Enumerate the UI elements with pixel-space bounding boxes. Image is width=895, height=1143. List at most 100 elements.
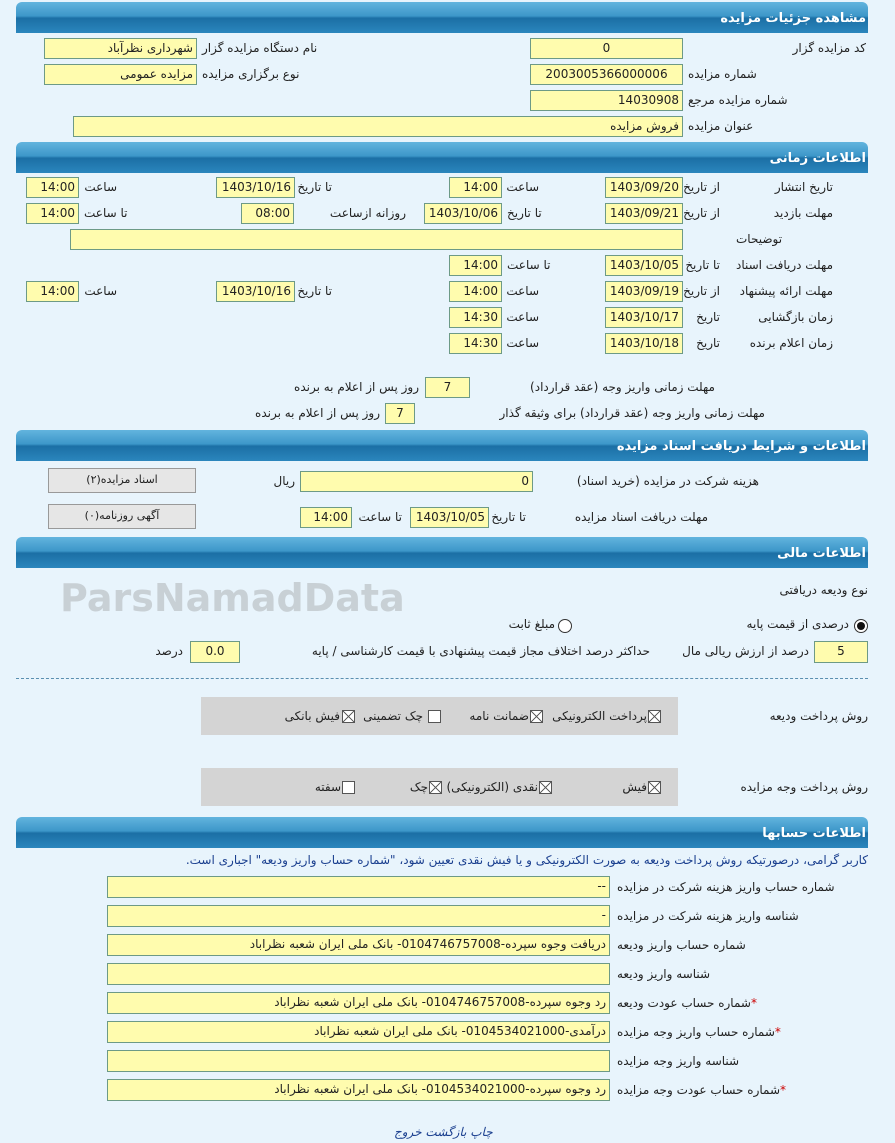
checkbox-guarantee[interactable] <box>530 710 543 723</box>
ref-field: 14030908 <box>530 90 683 111</box>
opening-time: 14:30 <box>449 307 502 328</box>
checkbox-label: چک <box>409 780 428 794</box>
to-label: تا تاریخ <box>507 206 542 220</box>
account-label: *شماره حساب واریز وجه مزایده <box>617 1022 781 1043</box>
account-label: شماره حساب واریز هزینه شرکت در مزایده <box>617 877 835 898</box>
code-label: کد مزایده گزار <box>792 41 866 55</box>
label-text: شماره حساب واریز ودیعه <box>617 938 746 952</box>
divider <box>16 678 868 679</box>
account-field <box>107 963 610 985</box>
docs-deadline-label: مهلت دریافت اسناد <box>735 258 833 272</box>
visit-until: 14:00 <box>26 203 79 224</box>
deposit-type-label: نوع ودیعه دریافتی <box>779 583 868 597</box>
time-label: تا ساعت <box>358 510 402 524</box>
checkbox-bank-slip[interactable] <box>342 710 355 723</box>
to-label: تا تاریخ <box>297 180 332 194</box>
accounts-notice: کاربر گرامی، درصورتیکه روش پرداخت ودیعه … <box>185 853 868 867</box>
max-diff-field: 0.0 <box>190 641 240 663</box>
title-field: فروش مزایده <box>73 116 683 137</box>
checkbox-label: پرداخت الکترونیکی <box>552 709 647 723</box>
checkbox-promissory[interactable] <box>342 781 355 794</box>
page-title: مشاهده جزئیات مزایده <box>16 2 868 33</box>
from-label: از تاریخ <box>683 284 720 298</box>
checkbox-slip[interactable] <box>648 781 661 794</box>
account-field: دریافت وجوه سپرده-0104746757008- بانک مل… <box>107 934 610 956</box>
pay-deadline-guarantor-days: 7 <box>385 403 415 424</box>
checkbox-electronic[interactable] <box>648 710 661 723</box>
time-label: ساعت <box>506 336 539 350</box>
to-label: تا تاریخ <box>685 258 720 272</box>
offer-time2: 14:00 <box>26 281 79 302</box>
ref-label: شماره مزایده مرجع <box>688 93 788 107</box>
documents-deadline-label: مهلت دریافت اسناد مزایده <box>574 510 708 524</box>
footer-links: چاپ بازگشت خروج <box>394 1122 493 1143</box>
checkbox-label: چک تضمینی <box>363 709 423 723</box>
publish-time2: 14:00 <box>26 177 79 198</box>
exit-link[interactable]: خروج <box>394 1125 422 1139</box>
back-link[interactable]: بازگشت <box>425 1125 467 1139</box>
label-text: شماره حساب عودت ودیعه <box>617 996 751 1010</box>
notes-field <box>70 229 683 250</box>
account-label: شماره حساب واریز ودیعه <box>617 935 746 956</box>
documents-time: 14:00 <box>300 507 352 528</box>
docs-to: 1403/10/05 <box>605 255 683 276</box>
from-label: از تاریخ <box>683 206 720 220</box>
currency-label: ریال <box>273 474 295 488</box>
opening-date: 1403/10/17 <box>605 307 683 328</box>
max-diff-label: حداکثر درصد اختلاف مجاز قیمت پیشنهادی با… <box>311 644 650 658</box>
label-text: شناسه واریز ودیعه <box>617 967 711 981</box>
account-label: *شماره حساب عودت وجه مزایده <box>617 1080 786 1101</box>
account-field: درآمدی-0104534021000- بانک ملی ایران شعب… <box>107 1021 610 1043</box>
checkbox-cheque[interactable] <box>429 781 442 794</box>
pay-deadline-days: 7 <box>425 377 470 398</box>
org-field: شهرداری نظرآباد <box>44 38 197 59</box>
checkbox-label: سفته <box>314 780 341 794</box>
visit-daily: 08:00 <box>241 203 294 224</box>
checkbox-cash-electronic[interactable] <box>539 781 552 794</box>
visit-from: 1403/09/21 <box>605 203 683 224</box>
time-label: ساعت <box>506 284 539 298</box>
date-label: تاریخ <box>696 336 720 350</box>
visit-to: 1403/10/06 <box>424 203 502 224</box>
newspaper-ad-button[interactable]: آگهی روزنامه(۰) <box>48 504 196 529</box>
payment-method-label: روش پرداخت وجه مزایده <box>740 780 868 794</box>
publish-label: تاریخ انتشار <box>774 180 833 194</box>
section-timing: اطلاعات زمانی <box>16 142 868 173</box>
notes-label: توضیحات <box>736 232 783 246</box>
title-label: عنوان مزایده <box>688 119 754 133</box>
deposit-method-label: روش پرداخت ودیعه <box>769 709 868 723</box>
docs-time: 14:00 <box>449 255 502 276</box>
checkbox-check[interactable] <box>428 710 441 723</box>
documents-to: 1403/10/05 <box>410 507 489 528</box>
number-label: شماره مزایده <box>688 67 757 81</box>
visit-label: مهلت بازدید <box>773 206 833 220</box>
until-label: تا ساعت <box>84 206 128 220</box>
account-label: *شماره حساب عودت ودیعه <box>617 993 757 1014</box>
print-link[interactable]: چاپ <box>470 1125 493 1139</box>
fee-label: هزینه شرکت در مزایده (خرید اسناد) <box>576 474 759 488</box>
account-field: -- <box>107 876 610 898</box>
label-text: شماره حساب عودت وجه مزایده <box>617 1083 781 1097</box>
winner-time: 14:30 <box>449 333 502 354</box>
type-label: نوع برگزاری مزایده <box>202 67 300 81</box>
radio-percent[interactable] <box>854 619 868 633</box>
number-field: 2003005366000006 <box>530 64 683 85</box>
label-text: شماره حساب واریز وجه مزایده <box>617 1025 775 1039</box>
label-text: شماره حساب واریز هزینه شرکت در مزایده <box>617 880 835 894</box>
checkbox-label: نقدی (الکترونیکی) <box>446 780 538 794</box>
required-mark: * <box>780 1083 787 1097</box>
winner-label: زمان اعلام برنده <box>749 336 833 350</box>
radio-fixed[interactable] <box>558 619 572 633</box>
required-mark: * <box>750 996 757 1010</box>
checkbox-label: ضمانت نامه <box>469 709 529 723</box>
watermark: ParsNamadData <box>60 576 405 620</box>
to-label: تا تاریخ <box>491 510 526 524</box>
time-label: ساعت <box>506 180 539 194</box>
offer-time: 14:00 <box>449 281 502 302</box>
pay-deadline-guarantor-label: مهلت زمانی واریز وجه (عقد قرارداد) برای … <box>499 406 765 420</box>
offer-label: مهلت ارائه پیشنهاد <box>739 284 833 298</box>
time-label: ساعت <box>506 310 539 324</box>
account-label: شناسه واریز هزینه شرکت در مزایده <box>617 906 799 927</box>
auction-documents-button[interactable]: اسناد مزایده(۲) <box>48 468 196 493</box>
section-accounts: اطلاعات حسابها <box>16 817 868 848</box>
